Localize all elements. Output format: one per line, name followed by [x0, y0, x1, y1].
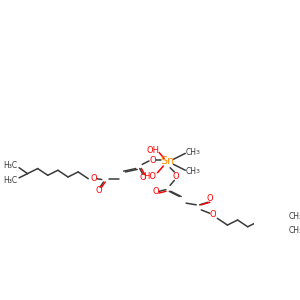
Text: O: O	[95, 186, 102, 195]
Text: H₃C: H₃C	[3, 161, 17, 170]
Text: HO: HO	[143, 172, 156, 181]
Text: Sn: Sn	[160, 156, 175, 166]
Text: O: O	[206, 194, 213, 202]
Text: O: O	[152, 187, 159, 196]
Text: CH: CH	[186, 148, 197, 157]
Text: O: O	[173, 172, 179, 181]
Text: O: O	[210, 210, 216, 219]
Text: OH: OH	[146, 146, 159, 155]
Text: CH₃: CH₃	[288, 212, 300, 221]
Text: 3: 3	[195, 169, 200, 174]
Text: O: O	[149, 156, 156, 165]
Text: H₃C: H₃C	[3, 176, 17, 185]
Text: O: O	[140, 173, 146, 182]
Text: CH: CH	[186, 167, 197, 176]
Text: O: O	[90, 174, 97, 183]
Text: 3: 3	[195, 150, 200, 155]
Text: CH₃: CH₃	[288, 226, 300, 235]
